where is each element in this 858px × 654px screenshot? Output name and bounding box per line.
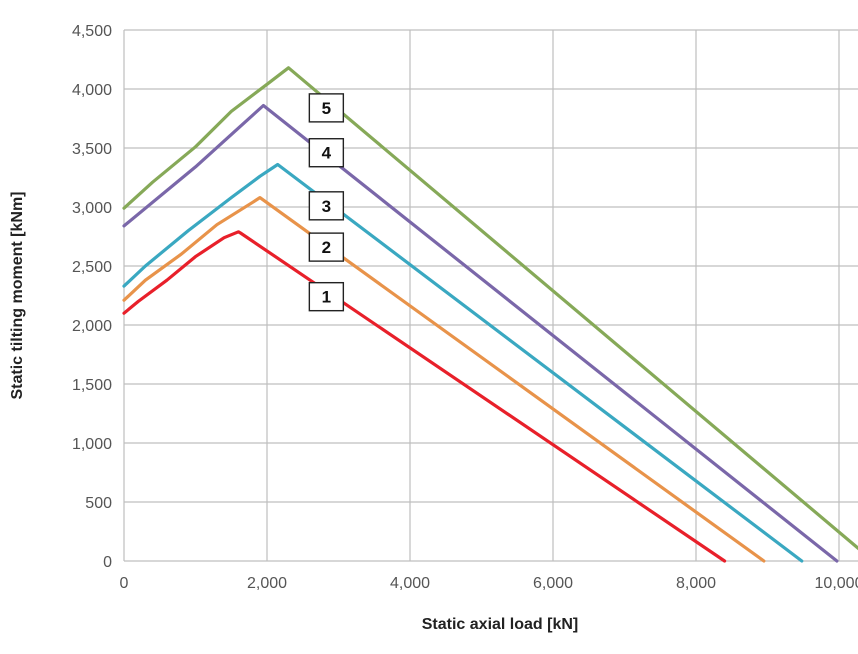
series-callouts: 1 2 3 4 5 (308, 93, 345, 312)
series-line-1 (122, 230, 727, 563)
y-tick-label: 3,500 (72, 141, 112, 158)
series-line-5 (122, 66, 858, 551)
x-tick-label: 6,000 (533, 575, 573, 592)
callout-label-5: 5 (322, 99, 331, 118)
callout-box-3 (308, 191, 345, 221)
x-tick-label: 0 (120, 575, 129, 592)
y-tick-label: 4,000 (72, 82, 112, 99)
x-tick-label: 10,000 (815, 575, 858, 592)
callout-label-4: 4 (322, 144, 332, 163)
y-tick-label: 0 (103, 554, 112, 571)
y-tick-label: 3,000 (72, 200, 112, 217)
y-tick-label: 1,500 (72, 377, 112, 394)
callout-box-4 (308, 138, 345, 168)
x-tick-label: 2,000 (247, 575, 287, 592)
callout-label-3: 3 (322, 197, 331, 216)
y-tick-label: 4,500 (72, 23, 112, 40)
y-tick-label: 2,000 (72, 318, 112, 335)
y-tick-label: 1,000 (72, 436, 112, 453)
x-tick-label: 4,000 (390, 575, 430, 592)
callout-box-5 (308, 93, 345, 123)
y-tick-label: 2,500 (72, 259, 112, 276)
series-line-2 (122, 196, 766, 563)
callout-box-2 (308, 232, 345, 262)
callout-label-2: 2 (322, 238, 331, 257)
callout-label-1: 1 (322, 288, 331, 307)
y-tick-label: 500 (85, 495, 112, 512)
y-tick-labels: 0 500 1,000 1,500 2,000 2,500 3,000 3,500 4,000 4… (72, 23, 112, 571)
y-axis-title: Static tilting moment [kNm] (9, 191, 26, 399)
series-line-4 (122, 103, 839, 563)
series-lines (122, 66, 858, 563)
callout-box-1 (308, 281, 345, 312)
series-line-3 (122, 162, 804, 563)
x-axis-title: Static axial load [kN] (422, 616, 579, 633)
x-tick-label: 8,000 (676, 575, 716, 592)
